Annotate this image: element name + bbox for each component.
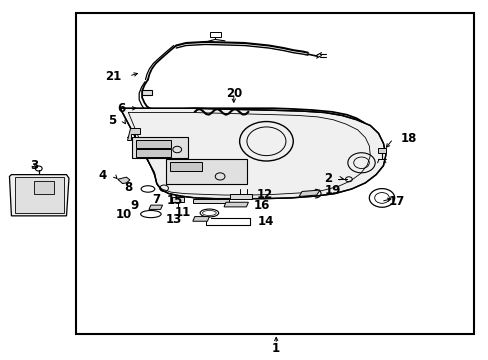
- Polygon shape: [15, 177, 64, 213]
- Polygon shape: [132, 137, 188, 158]
- Text: 2: 2: [324, 172, 331, 185]
- Bar: [136, 140, 171, 148]
- Polygon shape: [377, 148, 385, 153]
- Polygon shape: [299, 190, 320, 197]
- Polygon shape: [9, 175, 69, 216]
- Text: 9: 9: [130, 199, 138, 212]
- Bar: [142, 90, 152, 95]
- Polygon shape: [165, 159, 246, 184]
- Polygon shape: [193, 199, 228, 203]
- Text: 14: 14: [258, 215, 274, 228]
- Text: 21: 21: [105, 69, 122, 82]
- Text: 5: 5: [108, 114, 116, 127]
- Text: 1: 1: [272, 342, 280, 355]
- Polygon shape: [118, 177, 130, 184]
- Text: 18: 18: [400, 132, 416, 145]
- Text: 20: 20: [225, 87, 242, 100]
- Text: 16: 16: [253, 199, 269, 212]
- Bar: [136, 149, 171, 157]
- Text: 13: 13: [165, 213, 182, 226]
- Text: 7: 7: [152, 193, 160, 206]
- Bar: [170, 162, 202, 171]
- Text: 15: 15: [167, 194, 183, 207]
- Text: 8: 8: [124, 181, 132, 194]
- Text: 17: 17: [387, 195, 404, 208]
- Text: 11: 11: [174, 207, 190, 220]
- Polygon shape: [229, 194, 251, 199]
- Bar: [210, 32, 221, 37]
- Polygon shape: [120, 108, 385, 199]
- Polygon shape: [192, 217, 209, 221]
- Text: 12: 12: [256, 188, 272, 201]
- Text: 6: 6: [117, 102, 125, 115]
- Text: 4: 4: [99, 169, 107, 182]
- Polygon shape: [172, 197, 183, 202]
- Polygon shape: [224, 202, 248, 207]
- Text: 10: 10: [116, 208, 132, 221]
- Text: 3: 3: [30, 159, 38, 172]
- Polygon shape: [127, 128, 140, 140]
- Bar: [76, 13, 473, 334]
- Polygon shape: [149, 205, 162, 210]
- Polygon shape: [34, 181, 54, 194]
- Text: 19: 19: [325, 184, 341, 197]
